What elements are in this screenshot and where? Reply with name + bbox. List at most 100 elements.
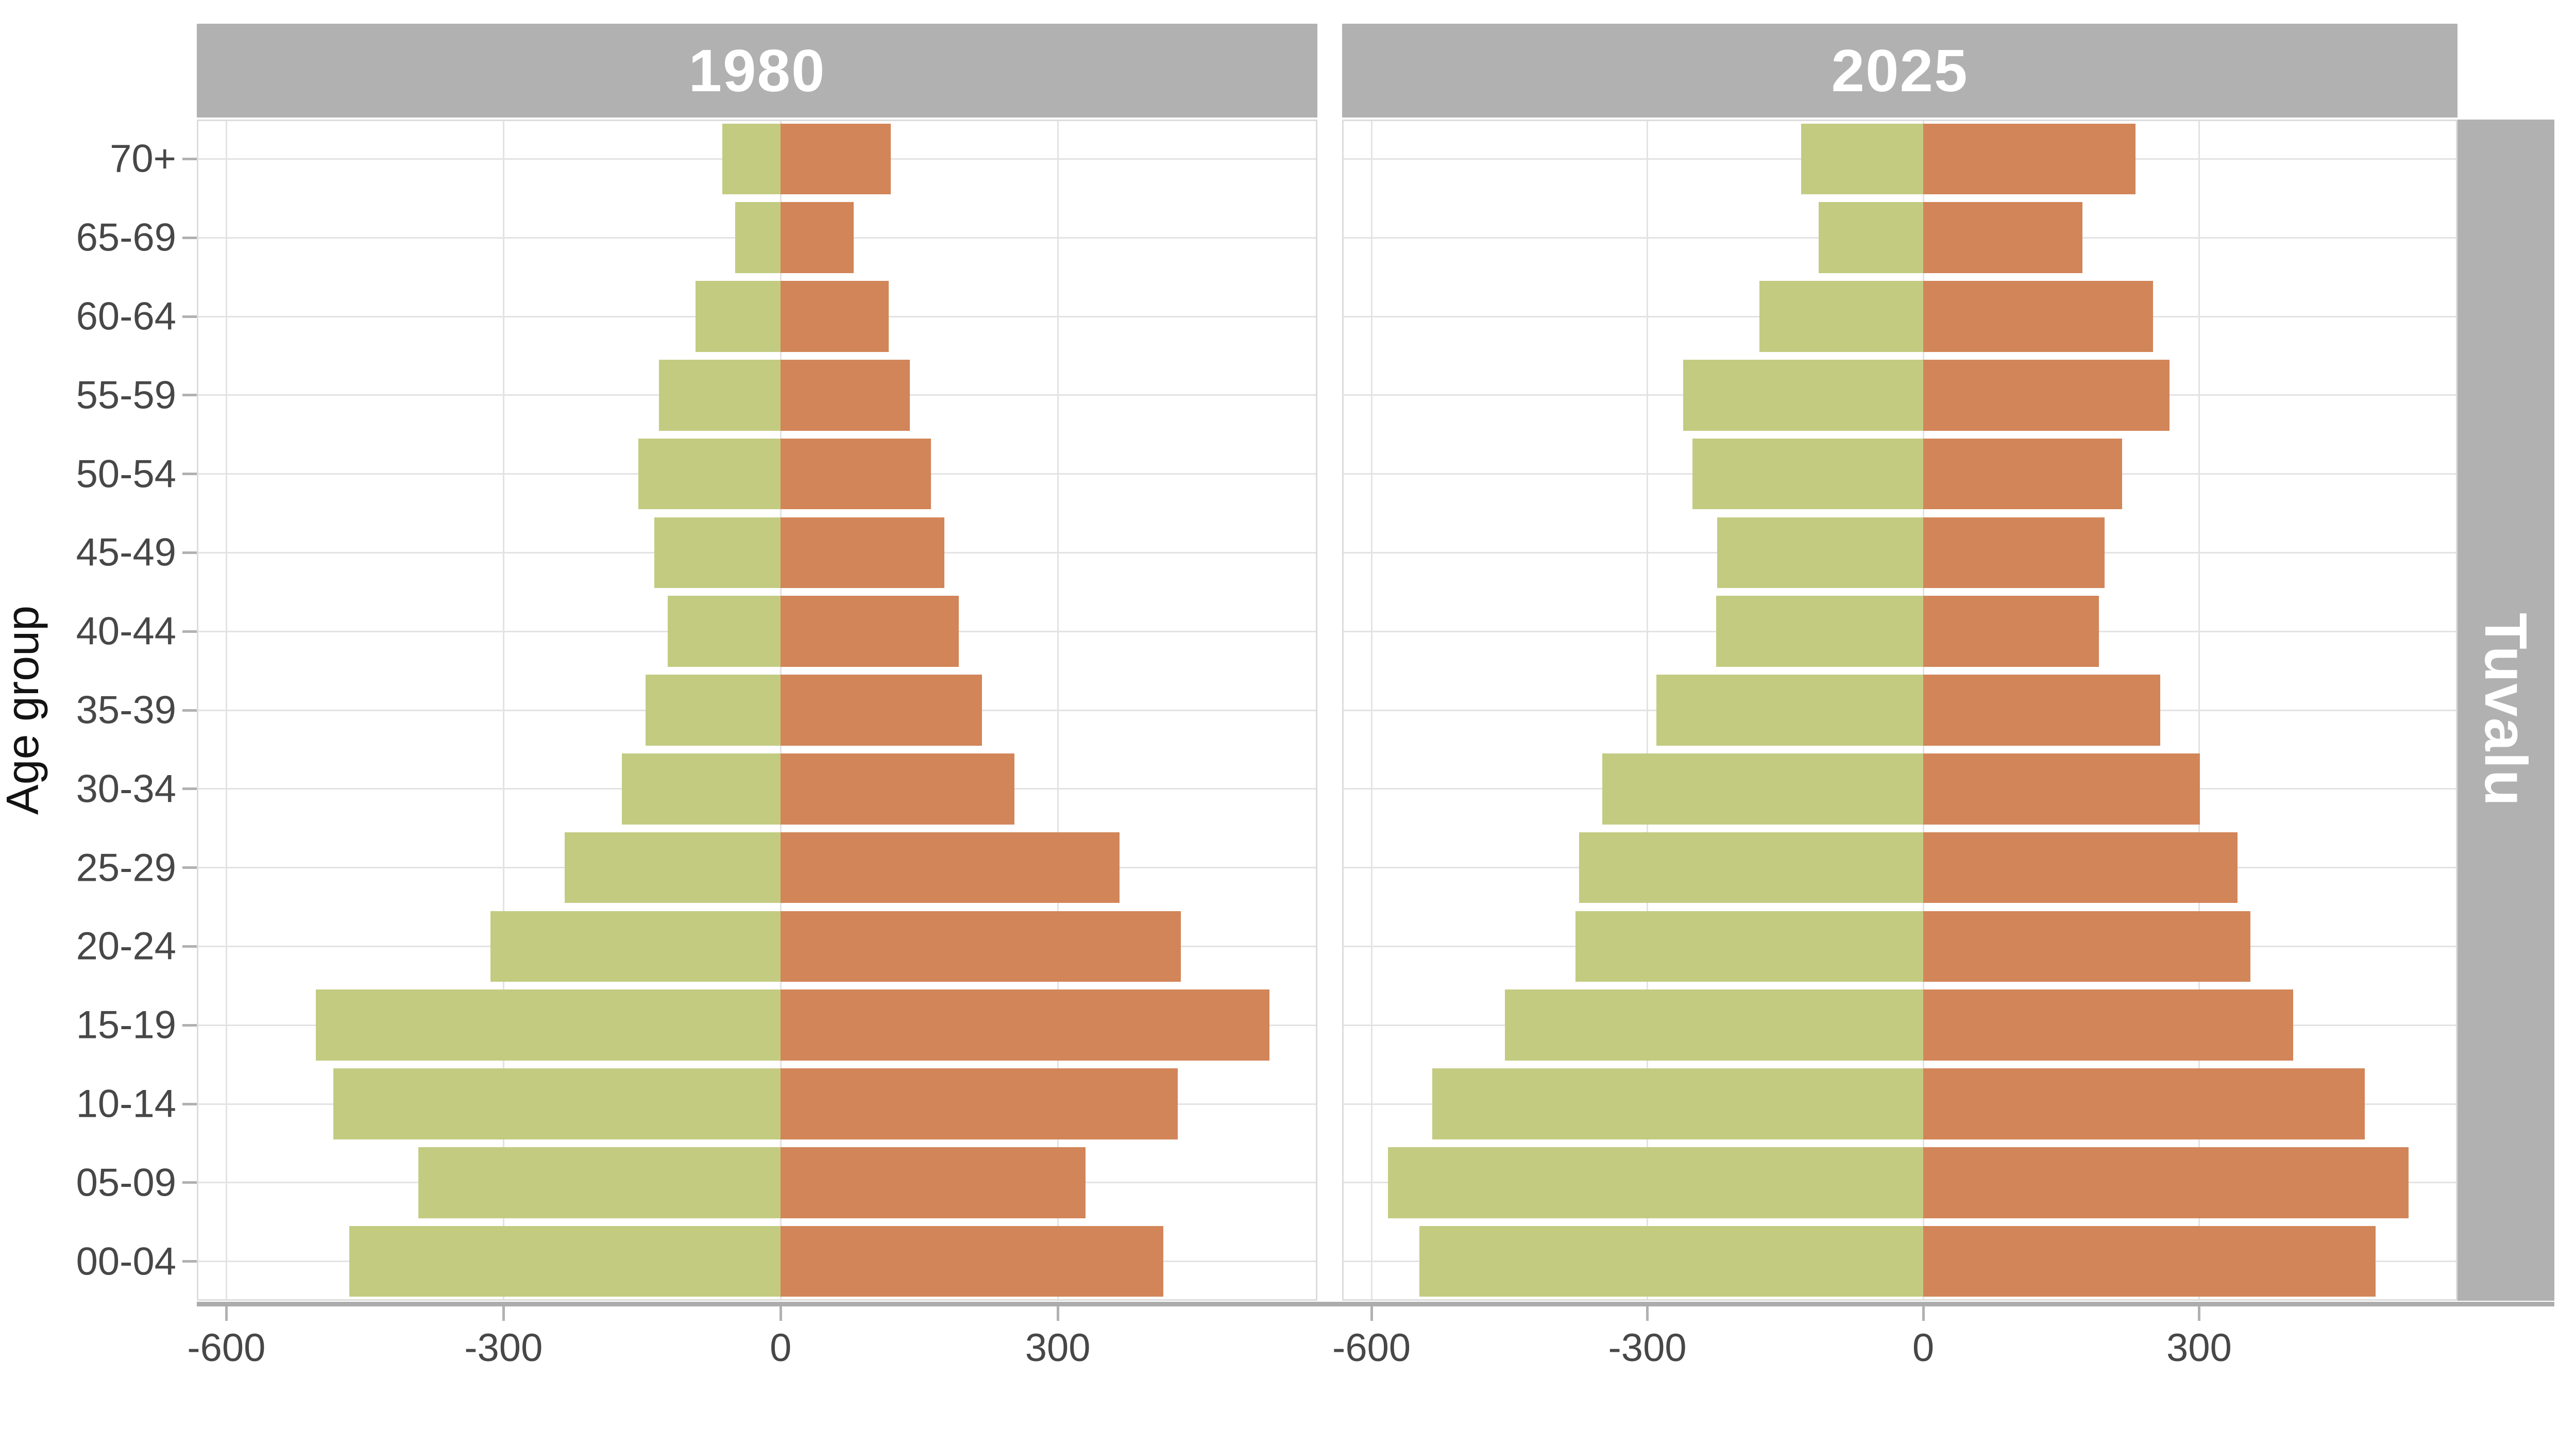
x-tick-label: 0	[1912, 1326, 1935, 1370]
bar-right-35-39	[781, 675, 982, 746]
facet-header-1980: 1980	[197, 24, 1317, 118]
y-tick-mark	[182, 236, 197, 239]
x-tick-mark	[225, 1306, 228, 1321]
x-tick-mark	[1370, 1306, 1373, 1321]
y-tick-mark	[182, 315, 197, 318]
y-tick-mark	[182, 473, 197, 476]
y-tick-label-35-39: 35-39	[76, 688, 176, 732]
y-tick-mark	[182, 1181, 197, 1184]
y-tick-label-00-04: 00-04	[76, 1239, 176, 1284]
y-tick-label-25-29: 25-29	[76, 846, 176, 890]
bar-left-05-09	[1388, 1147, 1923, 1218]
bar-left-45-49	[1717, 517, 1923, 589]
panel-2025	[1342, 120, 2458, 1301]
bar-right-10-14	[781, 1068, 1178, 1139]
x-tick-mark	[1056, 1306, 1059, 1321]
bar-right-15-19	[1923, 989, 2293, 1061]
bar-right-25-29	[1923, 832, 2238, 903]
bar-right-30-34	[1923, 753, 2200, 825]
y-tick-mark	[182, 1023, 197, 1027]
x-tick-label: -300	[1608, 1326, 1687, 1370]
bar-left-00-04	[1419, 1226, 1923, 1297]
y-tick-label-15-19: 15-19	[76, 1003, 176, 1047]
y-tick-label-70+: 70+	[110, 137, 176, 181]
y-tick-label-05-09: 05-09	[76, 1161, 176, 1205]
bar-left-70+	[722, 123, 781, 195]
y-tick-label-50-54: 50-54	[76, 452, 176, 496]
y-tick-label-65-69: 65-69	[76, 215, 176, 260]
y-tick-label-10-14: 10-14	[76, 1082, 176, 1126]
x-tick-label: -300	[464, 1326, 543, 1370]
y-tick-label-45-49: 45-49	[76, 530, 176, 575]
bar-left-30-34	[1602, 753, 1923, 825]
x-tick-mark	[502, 1306, 505, 1321]
y-tick-label-40-44: 40-44	[76, 609, 176, 653]
bar-right-70+	[781, 123, 891, 195]
bar-left-15-19	[1504, 989, 1923, 1061]
bar-left-10-14	[333, 1068, 781, 1139]
x-tick-mark	[1922, 1306, 1925, 1321]
bar-right-40-44	[781, 596, 959, 667]
bar-right-45-49	[1923, 517, 2105, 589]
facet-strip-tuvalu: Tuvalu	[2458, 120, 2554, 1301]
bar-left-60-64	[696, 281, 781, 352]
bar-left-45-49	[654, 517, 781, 589]
y-tick-mark	[182, 866, 197, 869]
bar-right-35-39	[1923, 675, 2161, 746]
bar-left-60-64	[1759, 281, 1923, 352]
x-tick-label: 300	[1025, 1326, 1091, 1370]
bar-left-10-14	[1432, 1068, 1923, 1139]
x-tick-label: 300	[2166, 1326, 2232, 1370]
bar-left-40-44	[668, 596, 781, 667]
y-tick-mark	[182, 787, 197, 791]
bar-right-50-54	[1923, 438, 2122, 510]
bar-right-30-34	[781, 753, 1014, 825]
bar-left-15-19	[316, 989, 781, 1061]
bar-right-15-19	[781, 989, 1269, 1061]
bar-left-55-59	[658, 360, 781, 431]
bar-right-55-59	[1923, 360, 2170, 431]
bar-left-00-04	[349, 1226, 781, 1297]
bar-right-25-29	[781, 832, 1120, 903]
bar-right-55-59	[781, 360, 910, 431]
y-tick-mark	[182, 1102, 197, 1105]
y-tick-mark	[182, 709, 197, 712]
facet-title-1980: 1980	[688, 37, 826, 104]
x-tick-mark	[1646, 1306, 1649, 1321]
x-tick-mark	[779, 1306, 782, 1321]
bar-right-00-04	[1923, 1226, 2376, 1297]
y-tick-mark	[182, 551, 197, 554]
y-tick-mark	[182, 157, 197, 160]
x-tick-label: -600	[187, 1326, 266, 1370]
bar-left-50-54	[638, 438, 781, 510]
bar-right-65-69	[1923, 202, 2082, 273]
y-tick-label-55-59: 55-59	[76, 373, 176, 417]
facet-title-2025: 2025	[1831, 37, 1969, 104]
bar-left-20-24	[1575, 911, 1923, 982]
x-axis-line	[197, 1302, 2554, 1306]
x-tick-label: -600	[1332, 1326, 1411, 1370]
bar-left-40-44	[1716, 596, 1923, 667]
bar-right-05-09	[781, 1147, 1086, 1218]
bar-left-50-54	[1692, 438, 1923, 510]
bar-right-60-64	[781, 281, 889, 352]
y-tick-mark	[182, 630, 197, 633]
bar-left-65-69	[735, 202, 781, 273]
facet-strip-label: Tuvalu	[2472, 613, 2539, 808]
y-tick-mark	[182, 394, 197, 397]
y-tick-mark	[182, 1260, 197, 1263]
bar-left-20-24	[490, 911, 781, 982]
bar-left-55-59	[1683, 360, 1923, 431]
bar-right-70+	[1923, 123, 2136, 195]
bar-right-60-64	[1923, 281, 2154, 352]
bar-right-20-24	[781, 911, 1181, 982]
bar-left-35-39	[646, 675, 781, 746]
x-tick-label: 0	[770, 1326, 792, 1370]
bar-left-30-34	[621, 753, 781, 825]
bar-right-40-44	[1923, 596, 2099, 667]
x-tick-mark	[2197, 1306, 2200, 1321]
bar-right-65-69	[781, 202, 854, 273]
bar-left-25-29	[564, 832, 781, 903]
bar-left-25-29	[1579, 832, 1923, 903]
